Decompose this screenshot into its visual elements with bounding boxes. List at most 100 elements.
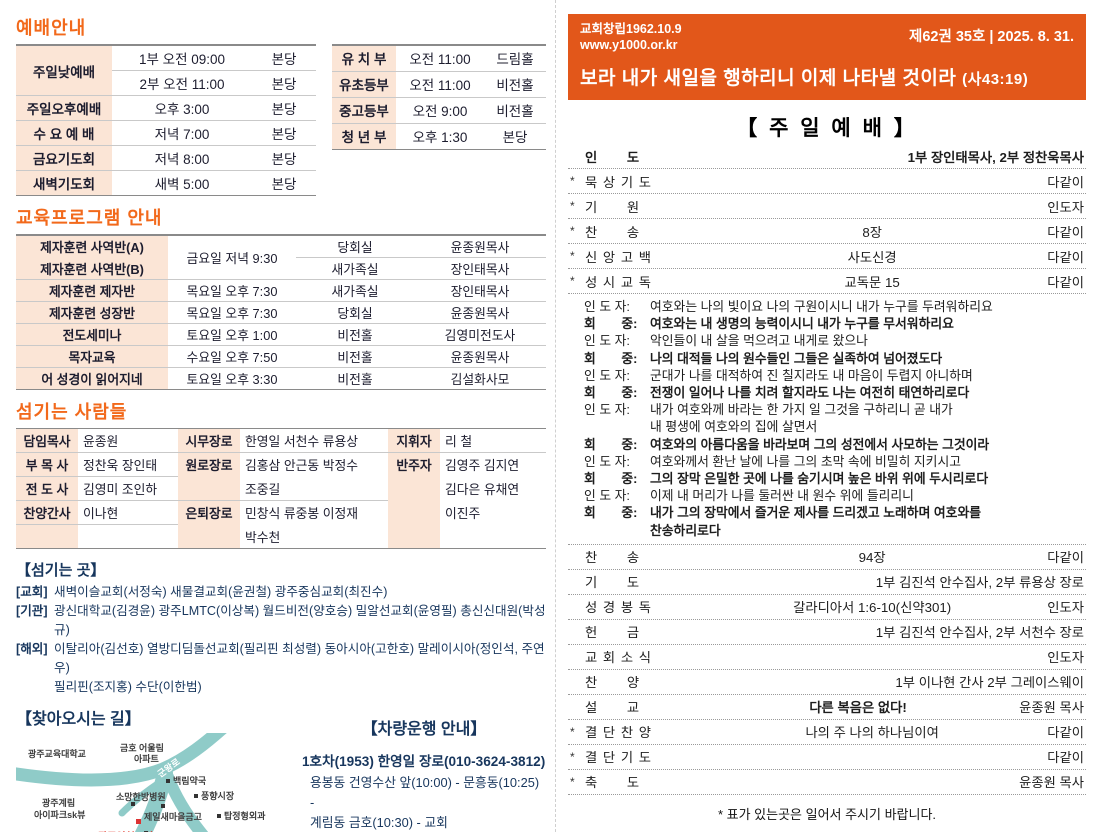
map-label-hospital: 소망한방병원 xyxy=(116,791,166,802)
order-row: 성 경 봉 독 갈라디아서 1:6-10(신약301) 인도자 xyxy=(568,595,1086,620)
line-text: 새벽이슬교회(서정숙) 새물결교회(윤권철) 광주중심교회(최진수) xyxy=(54,584,388,599)
stand-marker: * xyxy=(570,174,575,188)
reading-line: 인 도 자: 여호와는 나의 빛이요 나의 구원이시니 내가 누구를 두려워하리요 xyxy=(568,298,1086,315)
table-row: 청 년 부 오후 1:30 본당 xyxy=(332,122,546,149)
serving-places-line: 필리핀(조지홍) 수단(이한범) xyxy=(16,678,546,697)
table-row: 금요기도회 저녁 8:00 본당 xyxy=(16,145,316,171)
order-center: 나의 주 나의 하나님이여 xyxy=(805,725,939,741)
reading-speaker: 회 중: xyxy=(584,385,638,401)
website-url: www.y1000.or.kr xyxy=(580,38,678,52)
table-row: 전 도 사 김영미 조인하 조중길 김다은 유채연 xyxy=(16,476,546,501)
page-divider xyxy=(555,0,556,832)
page-right: 교회창립1962.10.9 www.y1000.or.kr 제62권 35호 |… xyxy=(568,14,1086,823)
map-dot xyxy=(217,813,221,818)
verse-reference: (사43:19) xyxy=(962,71,1029,88)
reading-line: 인 도 자: 여호와께서 환난 날에 나를 그의 초막 속에 비밀히 지키시고 xyxy=(568,453,1086,470)
table-row: 어 성경이 읽어지네 토요일 오후 3:30 비전홀 김설화사모 xyxy=(16,367,546,390)
reading-speaker: 인 도 자: xyxy=(584,299,630,314)
table-row: 목자교육 수요일 오후 7:50 비전홀 윤종원목사 xyxy=(16,345,546,368)
map-label-bank: 제일새마을금고 xyxy=(144,811,202,822)
order-row: * 축 도 윤종원 목사 xyxy=(568,770,1086,795)
map-roads xyxy=(16,732,227,832)
reading-text: 찬송하리로다 xyxy=(650,522,721,538)
order-right: 1부 이나현 간사 2부 그레이스웨이 xyxy=(895,675,1084,691)
order-label: 기 도 xyxy=(585,575,641,591)
reading-line: 내 평생에 여호와의 집에 살면서 xyxy=(568,418,1086,435)
reading-speaker: 인 도 자: xyxy=(584,367,630,383)
order-row: 찬 양 1부 이나현 간사 2부 그레이스웨이 xyxy=(568,670,1086,695)
worship-order-top: 인 도 1부 장인태목사, 2부 정찬욱목사 * 묵 상 기 도 다같이 * 기… xyxy=(568,144,1086,294)
order-label: 찬 양 xyxy=(585,675,641,691)
map-label-market: 풍향시장 xyxy=(201,790,235,801)
worship-guide-title: 예배안내 xyxy=(16,18,87,38)
reading-speaker: 회 중: xyxy=(584,350,638,366)
stand-marker: * xyxy=(570,249,575,263)
reading-speaker: 회 중: xyxy=(584,471,638,487)
order-right: 다같이 xyxy=(1047,725,1084,741)
order-right: 다같이 xyxy=(1047,550,1084,566)
map-label-clinic: 탑정형외과 xyxy=(224,810,266,821)
reading-text: 그의 장막 은밀한 곳에 나를 숨기시며 높은 바위 위에 두시리로다 xyxy=(650,471,989,487)
table-row: 제자훈련 사역반(A) 금요일 저녁 9:30 당회실 윤종원목사 xyxy=(16,234,546,280)
reading-text: 악인들이 내 살을 먹으려고 내게로 왔으나 xyxy=(650,333,868,349)
worship-order-bottom: 찬 송 94장 다같이 기 도 1부 김진석 안수집사, 2부 류용상 장로 성… xyxy=(568,545,1086,795)
reading-speaker xyxy=(568,418,650,435)
serving-places-line: [기관] 광신대학교(김경윤) 광주LMTC(이상복) 월드비전(양호승) 밀알… xyxy=(16,602,546,640)
order-center: 갈라디아서 1:6-10(신약301) xyxy=(793,600,952,616)
reading-line: 인 도 자: 군대가 나를 대적하여 진 칠지라도 내 마음이 두렵지 아니하며 xyxy=(568,367,1086,384)
reading-speaker xyxy=(568,522,650,539)
order-label: 결 단 기 도 xyxy=(585,750,653,766)
table-row: 박수천 xyxy=(16,524,546,548)
order-right: 1부 김진석 안수집사, 2부 류용상 장로 xyxy=(875,575,1084,591)
order-label: 묵 상 기 도 xyxy=(585,174,653,190)
table-row: 중고등부 오전 9:00 비전홀 xyxy=(332,96,546,123)
map-label-apartment1b: 아파트 xyxy=(134,753,159,764)
reading-text: 이제 내 머리가 나를 둘러싼 내 원수 위에 들리리니 xyxy=(650,488,914,504)
worship-table: 주일낮예배 1부 오전 09:00 본당 2부 오전 11:00 본당 주일오후… xyxy=(16,44,316,196)
edu-table: 제자훈련 사역반(A) 금요일 저녁 9:30 당회실 윤종원목사 제자훈련 사… xyxy=(16,234,546,390)
map-label-apartment1: 금호 어울림 xyxy=(120,742,164,753)
table-row: 제자훈련 제자반 목요일 오후 7:30 새가족실 장인태목사 xyxy=(16,279,546,302)
order-label: 인 도 xyxy=(585,149,641,165)
table-row: 2부 오전 11:00 본당 xyxy=(16,70,316,96)
stand-marker: * xyxy=(570,749,575,764)
order-label: 축 도 xyxy=(585,775,641,791)
table-row: 제자훈련 사역반(B) 새가족실 장인태목사 xyxy=(16,257,546,280)
reading-line: 인 도 자: 이제 내 머리가 나를 둘러싼 내 원수 위에 들리리니 xyxy=(568,487,1086,504)
stand-marker: * xyxy=(570,224,575,238)
reading-text: 여호와의 아름다움을 바라보며 그의 성전에서 사모하는 그것이라 xyxy=(650,436,990,452)
category-tag: [기관] xyxy=(16,603,48,618)
order-row: * 성 시 교 독 교독문 15 다같이 xyxy=(568,269,1086,294)
order-row: 설 교 다른 복음은 없다! 윤종원 목사 xyxy=(568,695,1086,720)
order-row: * 신 앙 고 백 사도신경 다같이 xyxy=(568,244,1086,269)
reading-speaker: 인 도 자: xyxy=(584,488,630,504)
serving-places: 【섬기는 곳】 [교회] 새벽이슬교회(서정숙) 새물결교회(윤권철) 광주중심… xyxy=(16,559,546,697)
sermon-title: 다른 복음은 없다! xyxy=(809,700,907,716)
order-right: 1부 김진석 안수집사, 2부 서천수 장로 xyxy=(875,625,1084,641)
responsive-reading: 인 도 자: 여호와는 나의 빛이요 나의 구원이시니 내가 누구를 두려워하리요… xyxy=(568,294,1086,545)
reading-speaker: 회 중: xyxy=(584,505,638,521)
table-row: 수 요 예 배 저녁 7:00 본당 xyxy=(16,120,316,146)
table-row: 새벽기도회 새벽 5:00 본당 xyxy=(16,170,316,196)
reading-text: 내가 그의 장막에서 즐거운 제사를 드리겠고 노래하며 여호와를 xyxy=(650,505,981,521)
reading-speaker: 인 도 자: xyxy=(584,453,630,469)
reading-speaker: 회 중: xyxy=(584,436,638,452)
order-right: 인도자 xyxy=(1047,199,1084,215)
map-dot xyxy=(166,778,170,783)
reading-text: 여호와는 나의 빛이요 나의 구원이시니 내가 누구를 두려워하리요 xyxy=(650,299,993,314)
order-label: 성 시 교 독 xyxy=(585,274,653,290)
order-label: 교 회 소 식 xyxy=(585,650,653,666)
table-row: 주일낮예배 1부 오전 09:00 본당 xyxy=(16,44,316,96)
map-dot xyxy=(131,801,135,806)
order-right: 인도자 xyxy=(1047,650,1084,666)
shuttle-lines: 1호차(1953) 한영일 장로(010-3624-3812) 용봉동 건영수산… xyxy=(302,751,546,832)
map-dot-church xyxy=(136,818,141,824)
worship-tables: 주일낮예배 1부 오전 09:00 본당 2부 오전 11:00 본당 주일오후… xyxy=(16,44,546,196)
verse-banner: 보라 내가 새일을 행하리니 이제 나타낼 것이라 (사43:19) xyxy=(580,63,1074,90)
table-row: 전도세미나 토요일 오후 1:00 비전홀 김영미전도사 xyxy=(16,323,546,346)
order-center: 교독문 15 xyxy=(844,274,900,290)
shuttle-line: 용봉동 건영수산 앞(10:00) - 문흥동(10:25) - xyxy=(310,774,540,810)
order-label: 찬 송 xyxy=(585,550,641,566)
order-row: 헌 금 1부 김진석 안수집사, 2부 서천수 장로 xyxy=(568,620,1086,645)
line-text: 광신대학교(김경윤) 광주LMTC(이상복) 월드비전(양호승) 밀알선교회(윤… xyxy=(54,603,546,637)
